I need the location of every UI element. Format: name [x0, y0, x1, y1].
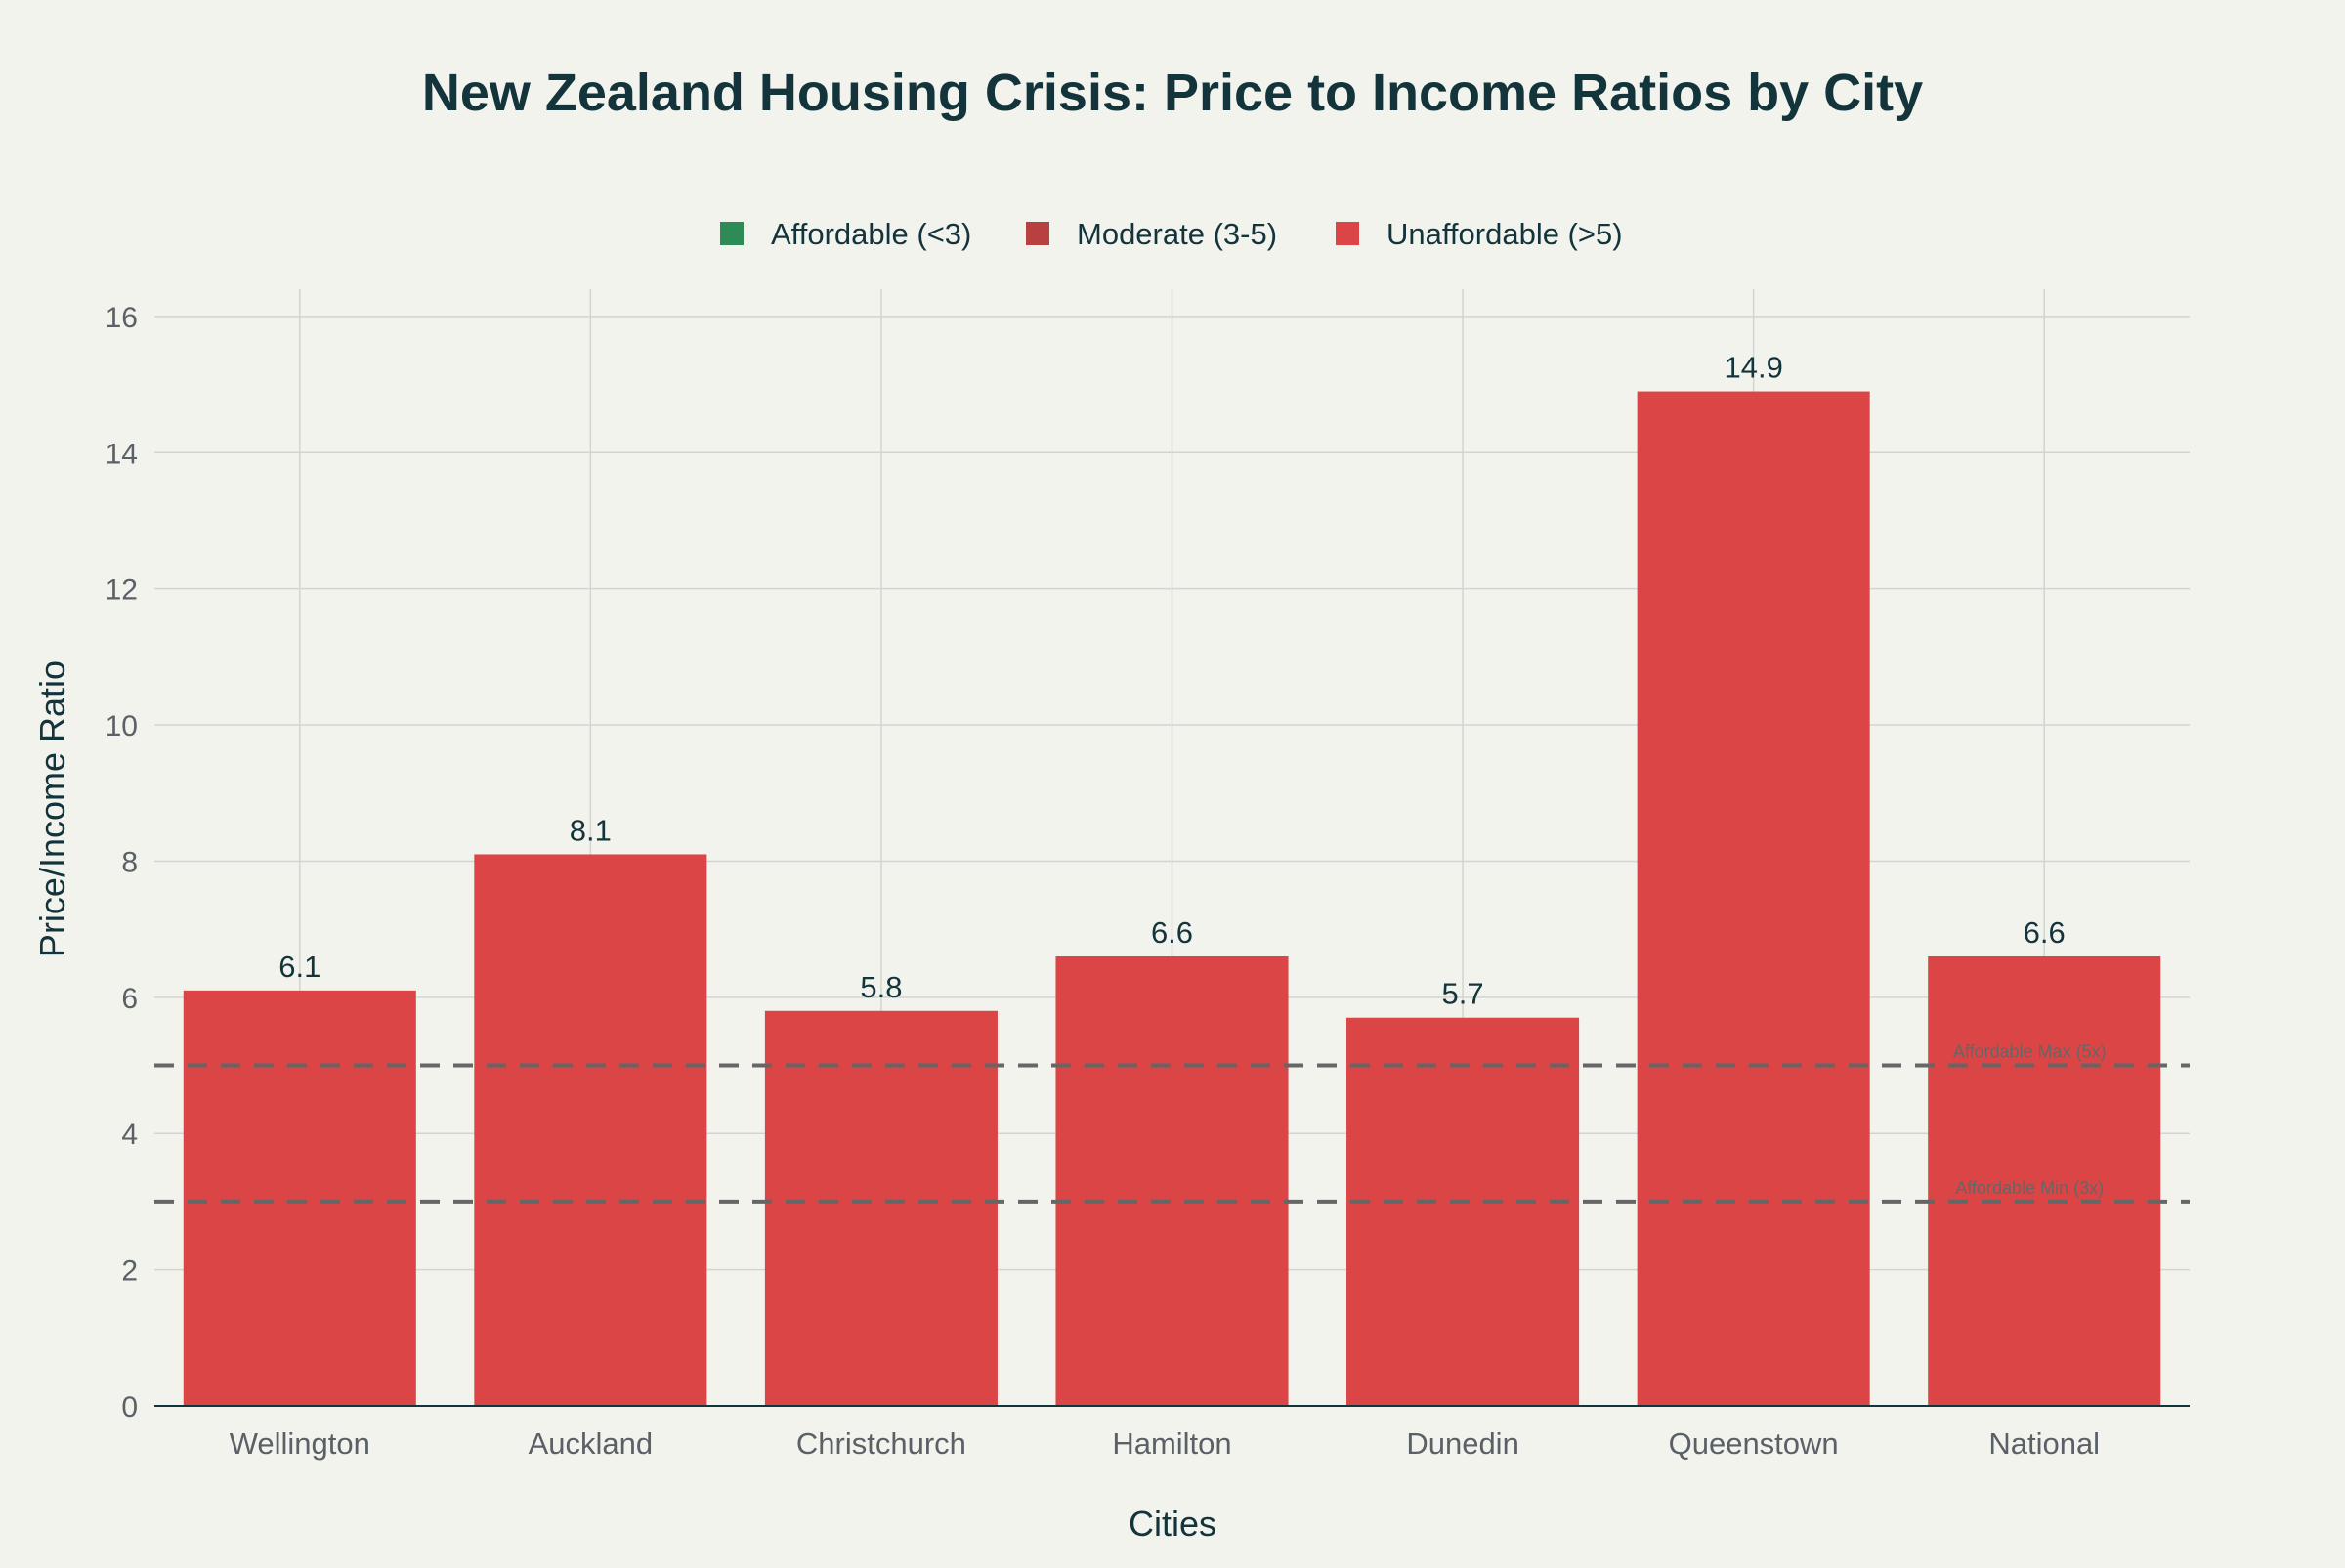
x-axis-ticks: Wellington Auckland Christchurch Hamilton Du…: [230, 1426, 2100, 1461]
x-tick-label: Auckland: [529, 1426, 654, 1461]
bar-queenstown: [1637, 391, 1870, 1406]
data-label: 8.1: [570, 813, 612, 847]
legend-item[interactable]: Unaffordable (>5): [1336, 217, 1623, 251]
y-tick-label: 6: [121, 983, 138, 1015]
y-tick-label: 14: [106, 438, 138, 470]
legend-label: Unaffordable (>5): [1386, 217, 1623, 251]
y-tick-label: 10: [106, 710, 138, 742]
data-label: 5.7: [1442, 977, 1484, 1011]
x-tick-label: Dunedin: [1406, 1426, 1518, 1461]
x-tick-label: Hamilton: [1112, 1426, 1231, 1461]
legend-swatch: [1026, 222, 1049, 245]
bars: [183, 391, 2161, 1406]
x-tick-label: Queenstown: [1669, 1426, 1839, 1461]
y-tick-label: 16: [106, 302, 138, 334]
reference-lines: Affordable Max (5x) Affordable Min (3x): [154, 1042, 2190, 1204]
x-axis-title: Cities: [1129, 1504, 1216, 1544]
legend-item[interactable]: Moderate (3-5): [1026, 217, 1277, 251]
legend: Affordable (<3) Moderate (3-5) Unaffordabl…: [720, 217, 1623, 251]
y-tick-label: 0: [121, 1391, 138, 1423]
bar-national: [1928, 956, 2161, 1406]
reference-line-label: Affordable Min (3x): [1955, 1178, 2104, 1198]
bar-hamilton: [1055, 956, 1289, 1406]
data-label: 6.1: [278, 950, 320, 984]
bar-wellington: [183, 990, 416, 1406]
legend-label: Affordable (<3): [771, 217, 971, 251]
reference-line-label: Affordable Max (5x): [1953, 1042, 2107, 1062]
data-label: 6.6: [1151, 915, 1193, 950]
bar-christchurch: [764, 1010, 998, 1406]
data-label: 5.8: [860, 970, 902, 1004]
y-axis-ticks: 0 2 4 6 8 10 12 14 16: [106, 302, 138, 1423]
data-label: 14.9: [1724, 351, 1782, 385]
bar-auckland: [474, 854, 707, 1406]
y-axis-title: Price/Income Ratio: [32, 660, 72, 957]
y-tick-label: 8: [121, 846, 138, 878]
y-tick-label: 2: [121, 1255, 138, 1288]
data-label: 6.6: [2024, 915, 2066, 950]
legend-label: Moderate (3-5): [1077, 217, 1277, 251]
legend-swatch: [1336, 222, 1359, 245]
x-tick-label: Christchurch: [796, 1426, 966, 1461]
chart-title: New Zealand Housing Crisis: Price to Inc…: [422, 64, 1923, 122]
legend-swatch: [720, 222, 744, 245]
x-tick-label: Wellington: [230, 1426, 370, 1461]
y-tick-label: 12: [106, 574, 138, 607]
legend-item[interactable]: Affordable (<3): [720, 217, 971, 251]
x-tick-label: National: [1988, 1426, 2100, 1461]
y-tick-label: 4: [121, 1119, 138, 1151]
bar-dunedin: [1346, 1017, 1580, 1406]
data-labels: 6.1 8.1 5.8 6.6 5.7 14.9 6.6: [278, 351, 2066, 1011]
